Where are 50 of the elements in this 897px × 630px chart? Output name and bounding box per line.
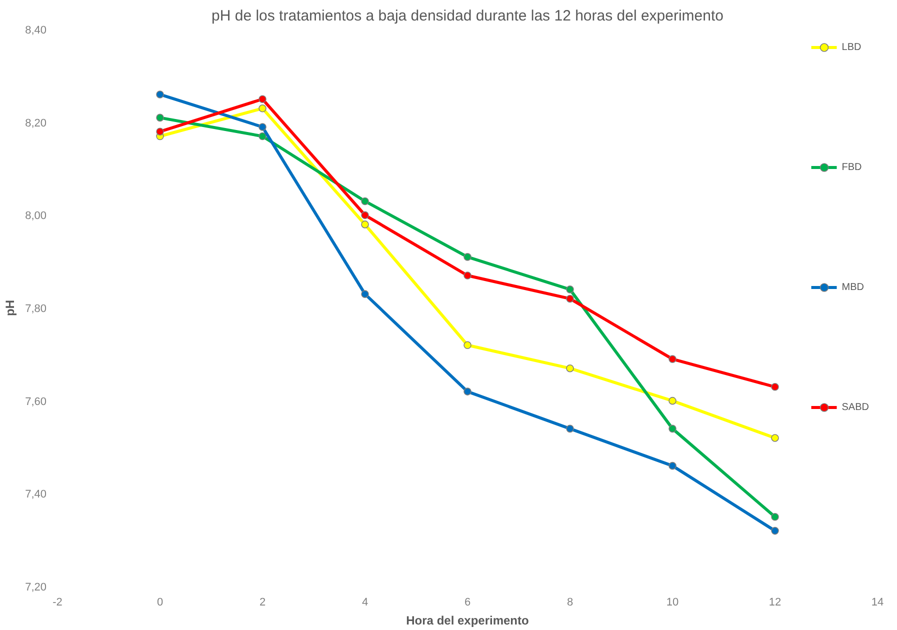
x-tick-label: 6 <box>464 596 471 608</box>
point <box>464 388 472 396</box>
legend-label: FBD <box>842 162 862 172</box>
x-tick-label: 14 <box>871 596 884 608</box>
point <box>771 512 779 521</box>
point <box>566 424 574 433</box>
point <box>156 90 164 98</box>
point <box>464 341 472 350</box>
point <box>668 424 676 433</box>
x-tick-label: 8 <box>566 596 574 608</box>
point <box>668 355 676 363</box>
y-tick-label: 7,20 <box>25 582 47 594</box>
y-tick-label: 8,40 <box>25 24 47 36</box>
point <box>566 294 574 303</box>
point <box>361 211 369 220</box>
point <box>156 128 164 136</box>
point <box>156 114 164 122</box>
chart-title: pH de los tratamientos a baja densidad durante las 12 horas del experimento <box>212 8 724 24</box>
point <box>771 434 779 442</box>
legend-label: LBD <box>842 42 862 52</box>
point <box>566 364 574 372</box>
y-tick-label: 7,60 <box>25 396 47 408</box>
legend-label: SABD <box>842 402 869 412</box>
y-tick-label: 7,40 <box>25 488 47 501</box>
point <box>258 123 266 131</box>
x-tick-label: 4 <box>362 596 368 608</box>
point <box>771 383 779 391</box>
point <box>668 396 676 405</box>
y-axis-title: pH <box>3 300 18 316</box>
y-tick-label: 8,00 <box>25 210 47 222</box>
point <box>258 104 266 112</box>
point <box>464 272 472 280</box>
point <box>668 462 676 470</box>
y-tick-label: 7,80 <box>25 303 47 315</box>
x-tick-label: -2 <box>52 596 62 608</box>
x-tick-label: 2 <box>259 596 266 608</box>
point <box>361 290 369 298</box>
point <box>464 253 472 261</box>
point <box>566 286 574 294</box>
point <box>258 95 266 104</box>
x-tick-label: 0 <box>156 596 164 608</box>
point <box>361 220 369 228</box>
x-tick-label: 12 <box>768 596 782 608</box>
point <box>771 526 779 535</box>
x-axis-title: Hora del experimento <box>406 614 529 628</box>
point <box>258 132 266 140</box>
point <box>361 197 369 206</box>
legend-label: MBD <box>842 282 864 292</box>
x-tick-label: 10 <box>666 596 679 608</box>
y-tick-label: 8,20 <box>25 117 47 130</box>
